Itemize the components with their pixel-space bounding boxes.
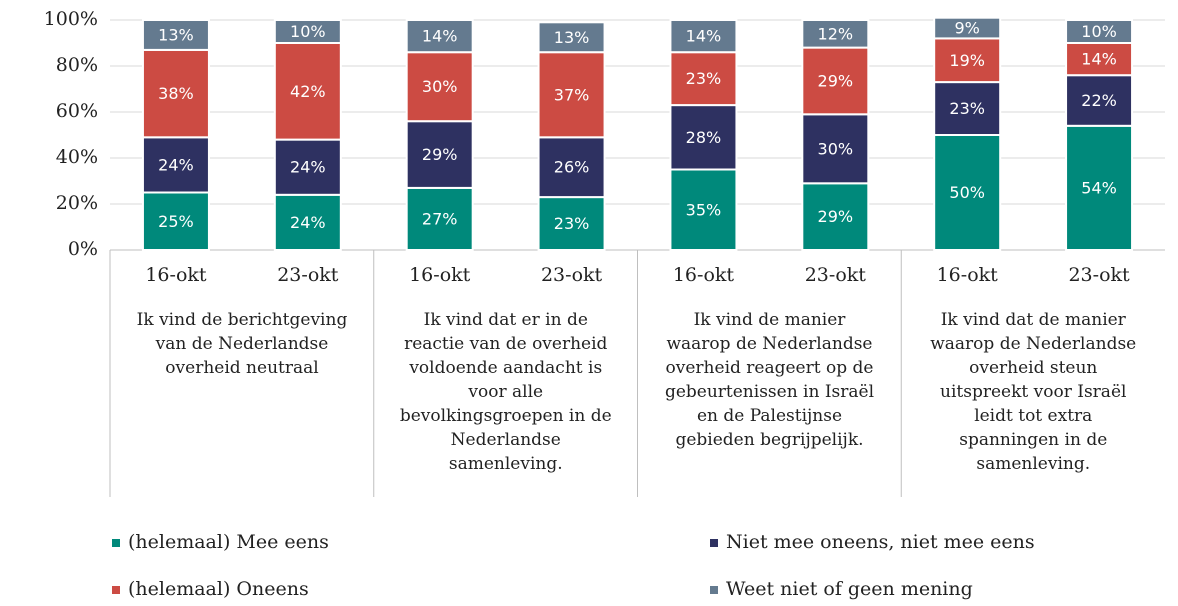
data-label: 14%: [686, 27, 722, 46]
data-label: 10%: [290, 22, 326, 41]
y-tick-label: 100%: [44, 8, 98, 30]
legend-marker: [710, 586, 718, 594]
bar-segment: [669, 168, 738, 251]
data-label: 38%: [158, 84, 194, 103]
bar-segment: [405, 186, 474, 251]
x-tick-label: 23-okt: [805, 264, 867, 286]
group-label: Ik vind de berichtgeving van de Nederlan…: [136, 310, 348, 378]
data-label: 9%: [954, 19, 979, 38]
y-tick-label: 0%: [68, 238, 98, 260]
bar-segment: [273, 193, 342, 252]
data-label: 23%: [554, 214, 590, 233]
y-tick-label: 20%: [56, 192, 98, 214]
legend-label: Weet niet of geen mening: [726, 578, 973, 600]
data-label: 27%: [422, 209, 458, 228]
bar-segment: [933, 37, 1002, 84]
group-label: Ik vind dat er in de reactie van de over…: [399, 310, 612, 474]
bar-segment: [669, 104, 738, 171]
bar-segment: [405, 19, 474, 54]
y-tick-label: 40%: [56, 146, 98, 168]
data-label: 23%: [949, 99, 985, 118]
data-label: 14%: [1081, 50, 1117, 69]
bar-segment: [537, 136, 606, 199]
bar-segment: [141, 136, 210, 194]
data-label: 30%: [818, 139, 854, 158]
data-label: 10%: [1081, 22, 1117, 41]
bar-segment: [801, 19, 870, 49]
data-label: 23%: [686, 69, 722, 88]
group-label: Ik vind de manier waarop de Nederlandse …: [664, 310, 875, 450]
legend-label: (helemaal) Oneens: [128, 578, 309, 600]
data-label: 29%: [818, 71, 854, 90]
data-label: 50%: [949, 183, 985, 202]
data-label: 13%: [158, 25, 194, 44]
bar-segment: [801, 46, 870, 116]
bar-segment: [141, 191, 210, 251]
legend-marker: [710, 539, 718, 547]
x-tick-label: 16-okt: [673, 264, 735, 286]
bar-segment: [141, 19, 210, 51]
bar-segment: [405, 51, 474, 123]
data-label: 24%: [290, 213, 326, 232]
data-label: 26%: [554, 158, 590, 177]
y-tick-label: 80%: [56, 54, 98, 76]
x-tick-label: 23-okt: [541, 264, 603, 286]
bar-segment: [933, 81, 1002, 136]
data-label: 22%: [1081, 91, 1117, 110]
bar-segment: [273, 19, 342, 44]
bar-segment: [933, 16, 1002, 40]
legend-label: (helemaal) Mee eens: [128, 531, 329, 553]
data-label: 29%: [818, 207, 854, 226]
legend-marker: [112, 539, 120, 547]
data-label: 24%: [290, 158, 326, 177]
data-label: 24%: [158, 155, 194, 174]
data-label: 14%: [422, 27, 458, 46]
bar-segment: [405, 120, 474, 189]
group-label: Ik vind dat de manier waarop de Nederlan…: [930, 310, 1137, 474]
data-label: 54%: [1081, 178, 1117, 197]
data-label: 35%: [686, 200, 722, 219]
bar-segment: [537, 196, 606, 252]
data-label: 12%: [818, 24, 854, 43]
bar-segment: [1065, 42, 1134, 77]
bar-segment: [273, 138, 342, 196]
x-tick-label: 16-okt: [409, 264, 471, 286]
data-label: 19%: [949, 51, 985, 70]
legend-marker: [112, 586, 120, 594]
bar-segment: [1065, 124, 1134, 251]
data-label: 30%: [422, 77, 458, 96]
x-tick-label: 16-okt: [937, 264, 999, 286]
bar-segment: [141, 48, 210, 139]
y-tick-label: 60%: [56, 100, 98, 122]
x-tick-label: 23-okt: [1068, 264, 1130, 286]
data-label: 28%: [686, 128, 722, 147]
data-label: 37%: [554, 85, 590, 104]
bar-segment: [537, 21, 606, 54]
x-tick-label: 23-okt: [277, 264, 339, 286]
legend-label: Niet mee oneens, niet mee eens: [726, 531, 1035, 553]
data-label: 13%: [554, 28, 590, 47]
data-label: 42%: [290, 82, 326, 101]
bar-segment: [669, 19, 738, 54]
bar-segment: [1065, 19, 1134, 44]
data-label: 25%: [158, 212, 194, 231]
data-label: 29%: [422, 145, 458, 164]
bar-segment: [273, 42, 342, 141]
x-tick-label: 16-okt: [145, 264, 207, 286]
